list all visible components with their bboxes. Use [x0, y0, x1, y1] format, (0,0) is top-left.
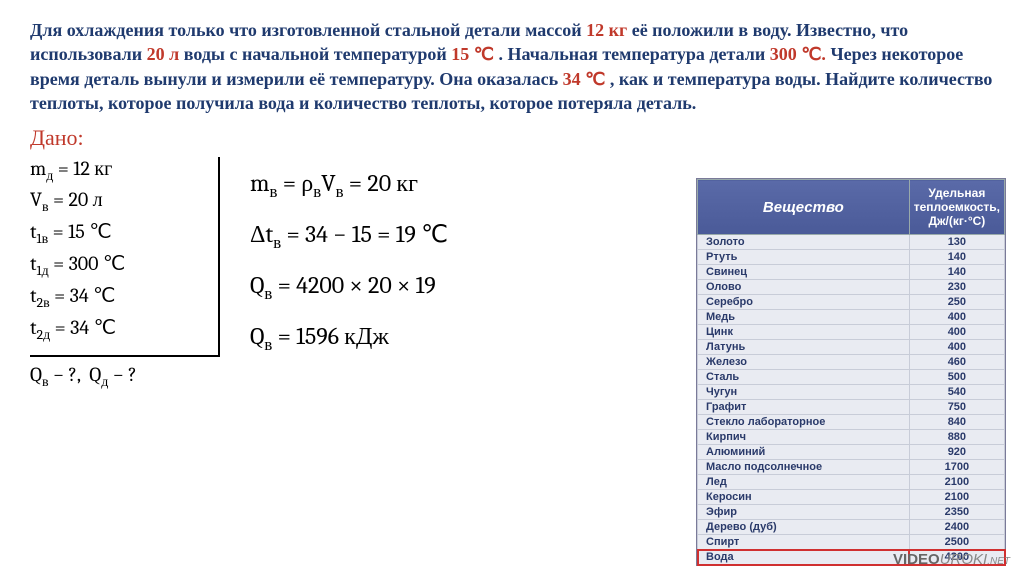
table-cell-substance: Олово — [698, 280, 910, 295]
table-header-substance: Вещество — [698, 180, 910, 235]
table-row: Лед2100 — [698, 475, 1005, 490]
table-cell-value: 2100 — [909, 490, 1004, 505]
table-cell-value: 400 — [909, 310, 1004, 325]
table-cell-substance: Ртуть — [698, 250, 910, 265]
watermark-suffix: .NET — [987, 556, 1010, 567]
table-row: Олово230 — [698, 280, 1005, 295]
table-row: Масло подсолнечное1700 — [698, 460, 1005, 475]
table-cell-value: 400 — [909, 340, 1004, 355]
table-cell-substance: Медь — [698, 310, 910, 325]
table-cell-value: 920 — [909, 445, 1004, 460]
dano-label: Дано: — [30, 125, 220, 151]
table-cell-substance: Серебро — [698, 295, 910, 310]
problem-statement: Для охлаждения только что изготовленной … — [0, 0, 1024, 125]
table-cell-value: 130 — [909, 235, 1004, 250]
problem-value-volume: 20 л — [147, 44, 180, 64]
table-cell-substance: Вода — [698, 550, 910, 565]
table-cell-substance: Железо — [698, 355, 910, 370]
table-cell-substance: Золото — [698, 235, 910, 250]
table-row: Ртуть140 — [698, 250, 1005, 265]
table-cell-substance: Сталь — [698, 370, 910, 385]
table-row: Стекло лабораторное840 — [698, 415, 1005, 430]
table-row: Свинец140 — [698, 265, 1005, 280]
table-row: Дерево (дуб)2400 — [698, 520, 1005, 535]
table-cell-substance: Эфир — [698, 505, 910, 520]
given-item: t1д = 300 ℃ — [30, 251, 206, 280]
table-cell-value: 2400 — [909, 520, 1004, 535]
table-cell-substance: Стекло лабораторное — [698, 415, 910, 430]
table-cell-substance: Алюминий — [698, 445, 910, 460]
given-item: mд = 12 кг — [30, 157, 206, 185]
table-row: Железо460 — [698, 355, 1005, 370]
given-item: t2в = 34 ℃ — [30, 283, 206, 312]
table-row: Сталь500 — [698, 370, 1005, 385]
table-cell-value: 230 — [909, 280, 1004, 295]
table-cell-value: 400 — [909, 325, 1004, 340]
table-cell-substance: Спирт — [698, 535, 910, 550]
find-row: Qв − ?, Qд − ? — [30, 355, 220, 391]
table-cell-value: 2500 — [909, 535, 1004, 550]
table-cell-value: 500 — [909, 370, 1004, 385]
table-row: Медь400 — [698, 310, 1005, 325]
problem-value-mass: 12 кг — [586, 20, 627, 40]
table-row: Кирпич880 — [698, 430, 1005, 445]
table-cell-value: 540 — [909, 385, 1004, 400]
given-column: Дано: mд = 12 кг Vв = 20 л t1в = 15 ℃ t1… — [30, 125, 220, 391]
watermark: VIDEOUROKI.NET — [893, 551, 1010, 568]
table-cell-value: 880 — [909, 430, 1004, 445]
table-cell-value: 1700 — [909, 460, 1004, 475]
table-row: Латунь400 — [698, 340, 1005, 355]
problem-seg: . Начальная температура детали — [499, 44, 770, 64]
table-cell-substance: Дерево (дуб) — [698, 520, 910, 535]
watermark-brand2: UROKI — [940, 551, 988, 568]
table-cell-value: 140 — [909, 265, 1004, 280]
table-cell-substance: Латунь — [698, 340, 910, 355]
table-cell-value: 840 — [909, 415, 1004, 430]
table-row: Цинк400 — [698, 325, 1005, 340]
table-cell-substance: Свинец — [698, 265, 910, 280]
table-cell-value: 2350 — [909, 505, 1004, 520]
table-row: Алюминий920 — [698, 445, 1005, 460]
table-cell-substance: Цинк — [698, 325, 910, 340]
table-row: Эфир2350 — [698, 505, 1005, 520]
table-cell-value: 750 — [909, 400, 1004, 415]
table-cell-substance: Керосин — [698, 490, 910, 505]
table-cell-substance: Графит — [698, 400, 910, 415]
table-body: Золото130Ртуть140Свинец140Олово230Серебр… — [698, 235, 1005, 565]
problem-value-t2: 34 ℃ — [563, 69, 606, 89]
table-cell-substance: Лед — [698, 475, 910, 490]
table-row: Золото130 — [698, 235, 1005, 250]
table-row: Графит750 — [698, 400, 1005, 415]
heat-capacity-table: Вещество Удельная теплоемкость, Дж/(кг·°… — [696, 178, 1006, 566]
table-row: Спирт2500 — [698, 535, 1005, 550]
table-cell-value: 460 — [909, 355, 1004, 370]
table-row: Керосин2100 — [698, 490, 1005, 505]
table-cell-value: 2100 — [909, 475, 1004, 490]
given-list: mд = 12 кг Vв = 20 л t1в = 15 ℃ t1д = 30… — [30, 157, 220, 355]
problem-seg: Для охлаждения только что изготовленной … — [30, 20, 586, 40]
problem-seg: воды с начальной температурой — [184, 44, 452, 64]
given-item: t1в = 15 ℃ — [30, 219, 206, 248]
table-header-capacity: Удельная теплоемкость, Дж/(кг·°С) — [909, 180, 1004, 235]
problem-value-t1w: 15 ℃ — [451, 44, 494, 64]
watermark-brand1: VIDEO — [893, 551, 940, 568]
table-row: Чугун540 — [698, 385, 1005, 400]
given-item: t2д = 34 ℃ — [30, 315, 206, 344]
table-cell-substance: Кирпич — [698, 430, 910, 445]
given-item: Vв = 20 л — [30, 188, 206, 216]
problem-value-t1d: 300 ℃. — [770, 44, 826, 64]
table-cell-value: 250 — [909, 295, 1004, 310]
table-cell-substance: Чугун — [698, 385, 910, 400]
table-cell-value: 140 — [909, 250, 1004, 265]
table-cell-substance: Масло подсолнечное — [698, 460, 910, 475]
table-row: Серебро250 — [698, 295, 1005, 310]
